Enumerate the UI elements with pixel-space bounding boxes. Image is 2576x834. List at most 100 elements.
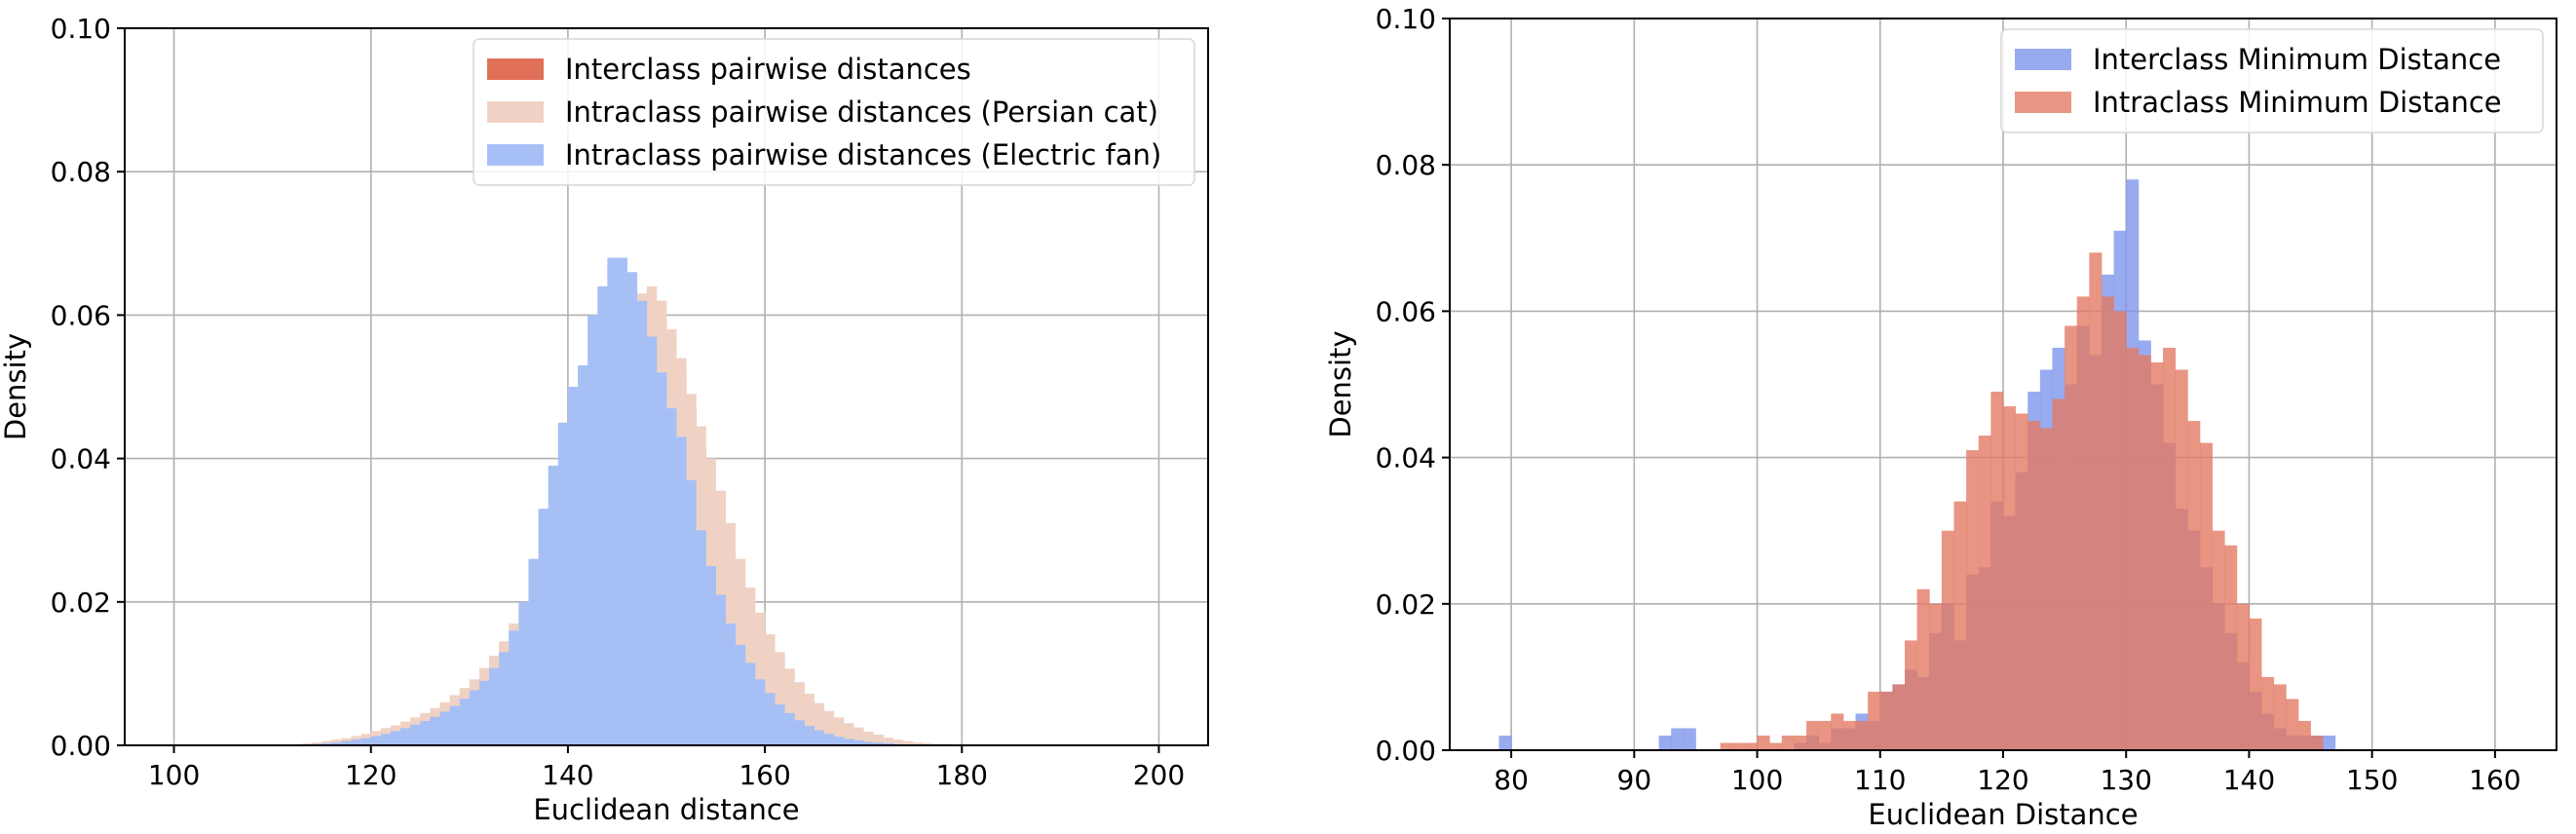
histogram-bar (2297, 720, 2311, 750)
histogram-bar (2249, 618, 2262, 750)
histogram-bar (360, 738, 372, 745)
histogram-bar (892, 739, 904, 745)
x-tick-label: 130 (2100, 764, 2151, 796)
histogram-bar (754, 679, 766, 745)
legend-swatch (2015, 49, 2071, 70)
histogram-bar (1794, 735, 1807, 750)
x-tick-label: 150 (2346, 764, 2398, 796)
histogram-bar (2150, 361, 2164, 750)
histogram-bar (775, 652, 785, 745)
histogram-bar (823, 734, 835, 745)
histogram-bar (696, 530, 706, 745)
y-tick-label: 0.06 (1376, 295, 1436, 327)
histogram-bar (578, 364, 588, 745)
legend-box (2000, 28, 2544, 133)
histogram-bar (646, 336, 658, 745)
histogram-bar (843, 723, 854, 745)
y-tick-label: 0.08 (1376, 149, 1436, 181)
histogram-bar (341, 740, 352, 745)
histogram-bar (538, 509, 549, 745)
histogram-bar (528, 558, 539, 745)
histogram-bar (499, 652, 510, 745)
histogram-bar (1781, 735, 1795, 750)
histogram-bar (370, 736, 382, 745)
histogram-bar (1868, 691, 1881, 750)
histogram-bar (1855, 720, 1869, 750)
histogram-bar (2199, 442, 2213, 750)
histogram-bar (1732, 742, 1746, 750)
histogram-bar (794, 682, 805, 745)
x-tick-label: 120 (1977, 764, 2028, 796)
histogram-bar (1818, 720, 1832, 750)
histogram-bar (735, 644, 746, 745)
y-tick-label: 0.04 (51, 443, 111, 475)
histogram-bar (509, 630, 519, 745)
histogram-bar (430, 716, 440, 745)
histogram-bar (626, 272, 638, 745)
histogram-bar (1658, 735, 1672, 750)
histogram-bar (823, 710, 835, 745)
histogram-bar (2212, 530, 2225, 750)
histogram-bar (331, 742, 342, 745)
histogram-bar (400, 728, 411, 745)
histogram-bar (863, 741, 874, 745)
y-tick-label: 0.08 (51, 156, 111, 188)
histogram-bar (2236, 603, 2250, 750)
y-tick-label: 0.10 (1376, 3, 1436, 35)
histogram-bar (853, 727, 864, 745)
y-tick-label: 0.04 (1376, 442, 1436, 474)
legend: Interclass pairwise distances Intraclass … (473, 38, 1195, 186)
x-tick-label: 80 (1494, 764, 1529, 796)
histogram-bar (636, 300, 648, 745)
histogram-bar (833, 737, 845, 745)
x-tick-label: 160 (739, 759, 790, 791)
y-tick-label: 0.00 (51, 730, 111, 762)
x-axis-label: Euclidean distance (533, 793, 799, 826)
x-tick-label: 200 (1133, 759, 1185, 791)
histogram-bar (2175, 369, 2188, 750)
histogram-bar (656, 372, 667, 745)
histogram-bar (489, 667, 500, 745)
histogram-bar (567, 387, 579, 745)
histogram-bar (804, 694, 815, 745)
histogram-bar (784, 712, 795, 745)
histogram-bar (597, 285, 608, 745)
histogram-bar (784, 668, 795, 745)
histogram-bar (1842, 720, 1856, 750)
histogram-bar (775, 704, 785, 745)
histogram-bar (459, 699, 471, 745)
histogram-bar (666, 408, 677, 745)
histogram-bar (705, 566, 716, 745)
histogram-bar (744, 663, 756, 745)
y-tick-label: 0.00 (1376, 735, 1436, 767)
histogram-bar (814, 702, 825, 745)
chart-panel-1: 100 120 140 160 180 200 0.00 0.02 0.04 0.06 0.08 0.… (0, 13, 1209, 826)
legend-label: Interclass Minimum Distance (2093, 43, 2501, 76)
histogram-bar (843, 739, 854, 745)
histogram-bar (1671, 728, 1685, 750)
histogram-bar (883, 737, 893, 745)
histogram-bar (1990, 392, 2004, 750)
histogram-bar (814, 730, 825, 745)
histogram-bar (1941, 530, 1954, 750)
histogram-bar (1757, 735, 1770, 750)
histogram-bar (804, 726, 815, 745)
histogram-bar (715, 594, 727, 745)
histogram-bar (1498, 735, 1512, 750)
histogram-bar (794, 720, 805, 745)
legend-swatch (487, 58, 544, 80)
chart-panel-2: 80 90 100 110 120 130 140 150 160 0.00 0.02 0.04 0.0… (1324, 3, 2557, 831)
histogram-bar (2286, 699, 2299, 750)
y-tick-label: 0.02 (51, 587, 111, 619)
histogram-bar (1806, 720, 1820, 750)
x-tick-label: 140 (542, 759, 593, 791)
histogram-bar (617, 257, 627, 745)
histogram-bar (469, 690, 480, 745)
histogram-bar (1831, 713, 1844, 750)
histogram-bar (2003, 406, 2017, 750)
histogram-bar (420, 720, 431, 745)
histogram-bar (2187, 421, 2201, 750)
histogram-bar (725, 623, 737, 745)
x-tick-label: 110 (1854, 764, 1906, 796)
